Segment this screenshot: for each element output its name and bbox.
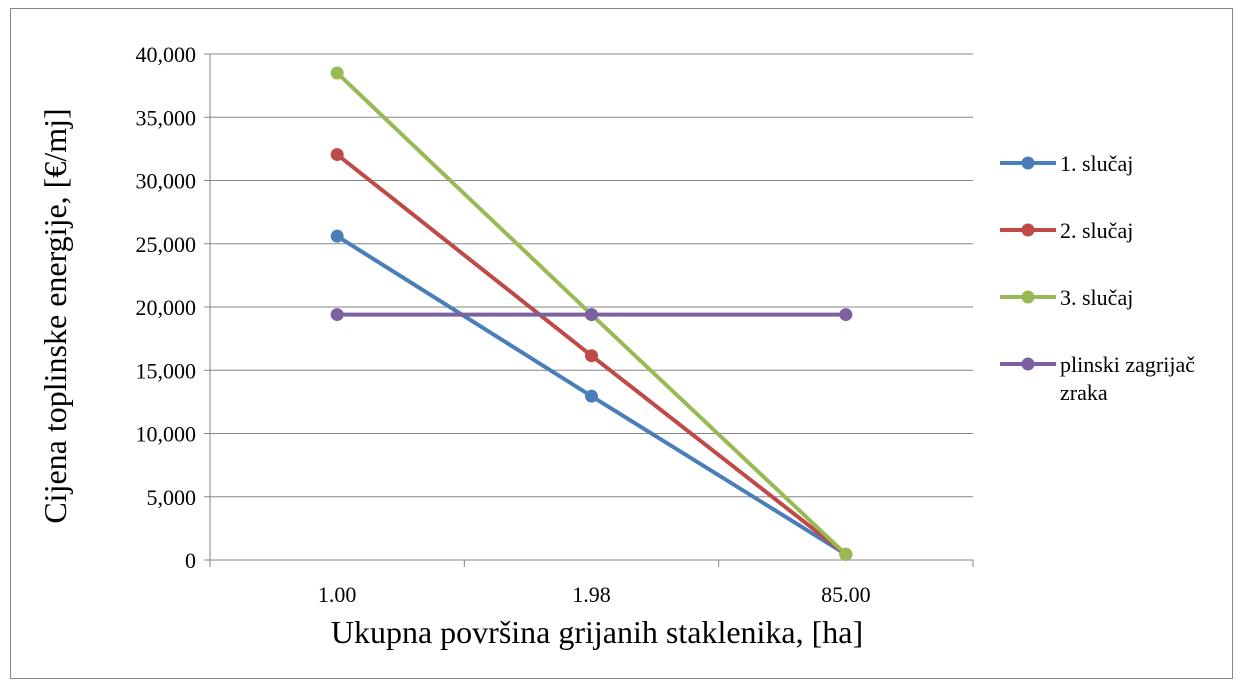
legend-label: 3. slučaj [1060, 285, 1133, 310]
data-point [330, 66, 344, 80]
y-tick-label: 10,000 [136, 422, 197, 447]
data-point [585, 389, 598, 403]
legend-marker [1021, 290, 1035, 304]
data-point [585, 349, 598, 363]
x-tick-label: 85.00 [821, 582, 871, 607]
y-tick-label: 0 [185, 548, 196, 573]
gridlines [210, 53, 973, 498]
data-point [585, 308, 598, 322]
y-tick-label: 40,000 [136, 42, 197, 67]
legend-marker [1021, 156, 1035, 170]
y-tick-label: 20,000 [136, 295, 197, 320]
x-axis-title: Ukupna površina grijanih staklenika, [ha… [331, 614, 863, 650]
data-point [330, 229, 344, 243]
legend-marker [1021, 223, 1035, 237]
legend-label-line: zraka [1060, 380, 1108, 405]
x-tick-label: 1.98 [572, 582, 611, 607]
legend-label-line: 1. slučaj [1060, 151, 1133, 176]
data-point [330, 148, 344, 162]
data-point [839, 308, 853, 322]
y-tick-label: 5,000 [147, 485, 197, 510]
legend: 1. slučaj 2. slučaj 3. slučaj plinski zagri… [1000, 151, 1195, 405]
legend-marker [1021, 357, 1035, 371]
x-tick-label: 1.00 [318, 582, 357, 607]
legend-label: 1. slučaj [1060, 151, 1133, 176]
y-tick-label: 30,000 [136, 169, 197, 194]
x-axis-ticks: 1.00 1.98 85.00 [209, 560, 974, 607]
y-tick-label: 15,000 [136, 358, 197, 383]
series-points [330, 66, 853, 561]
y-axis-ticks: 0 5,000 10,000 15,000 20,000 25,000 30,000 35,0… [136, 42, 210, 573]
legend-label: 2. slučaj [1060, 218, 1133, 243]
data-point [330, 308, 344, 322]
y-axis-title: Cijena toplinske energije, [€/mj] [37, 108, 73, 523]
legend-label-line: 3. slučaj [1060, 285, 1133, 310]
legend-label-line: 2. slučaj [1060, 218, 1133, 243]
data-point [839, 547, 853, 561]
legend-label: plinski zagrijač zraka [1060, 352, 1195, 405]
y-tick-label: 35,000 [136, 105, 197, 130]
y-tick-label: 25,000 [136, 232, 197, 257]
legend-label-line: plinski zagrijač [1060, 352, 1195, 377]
